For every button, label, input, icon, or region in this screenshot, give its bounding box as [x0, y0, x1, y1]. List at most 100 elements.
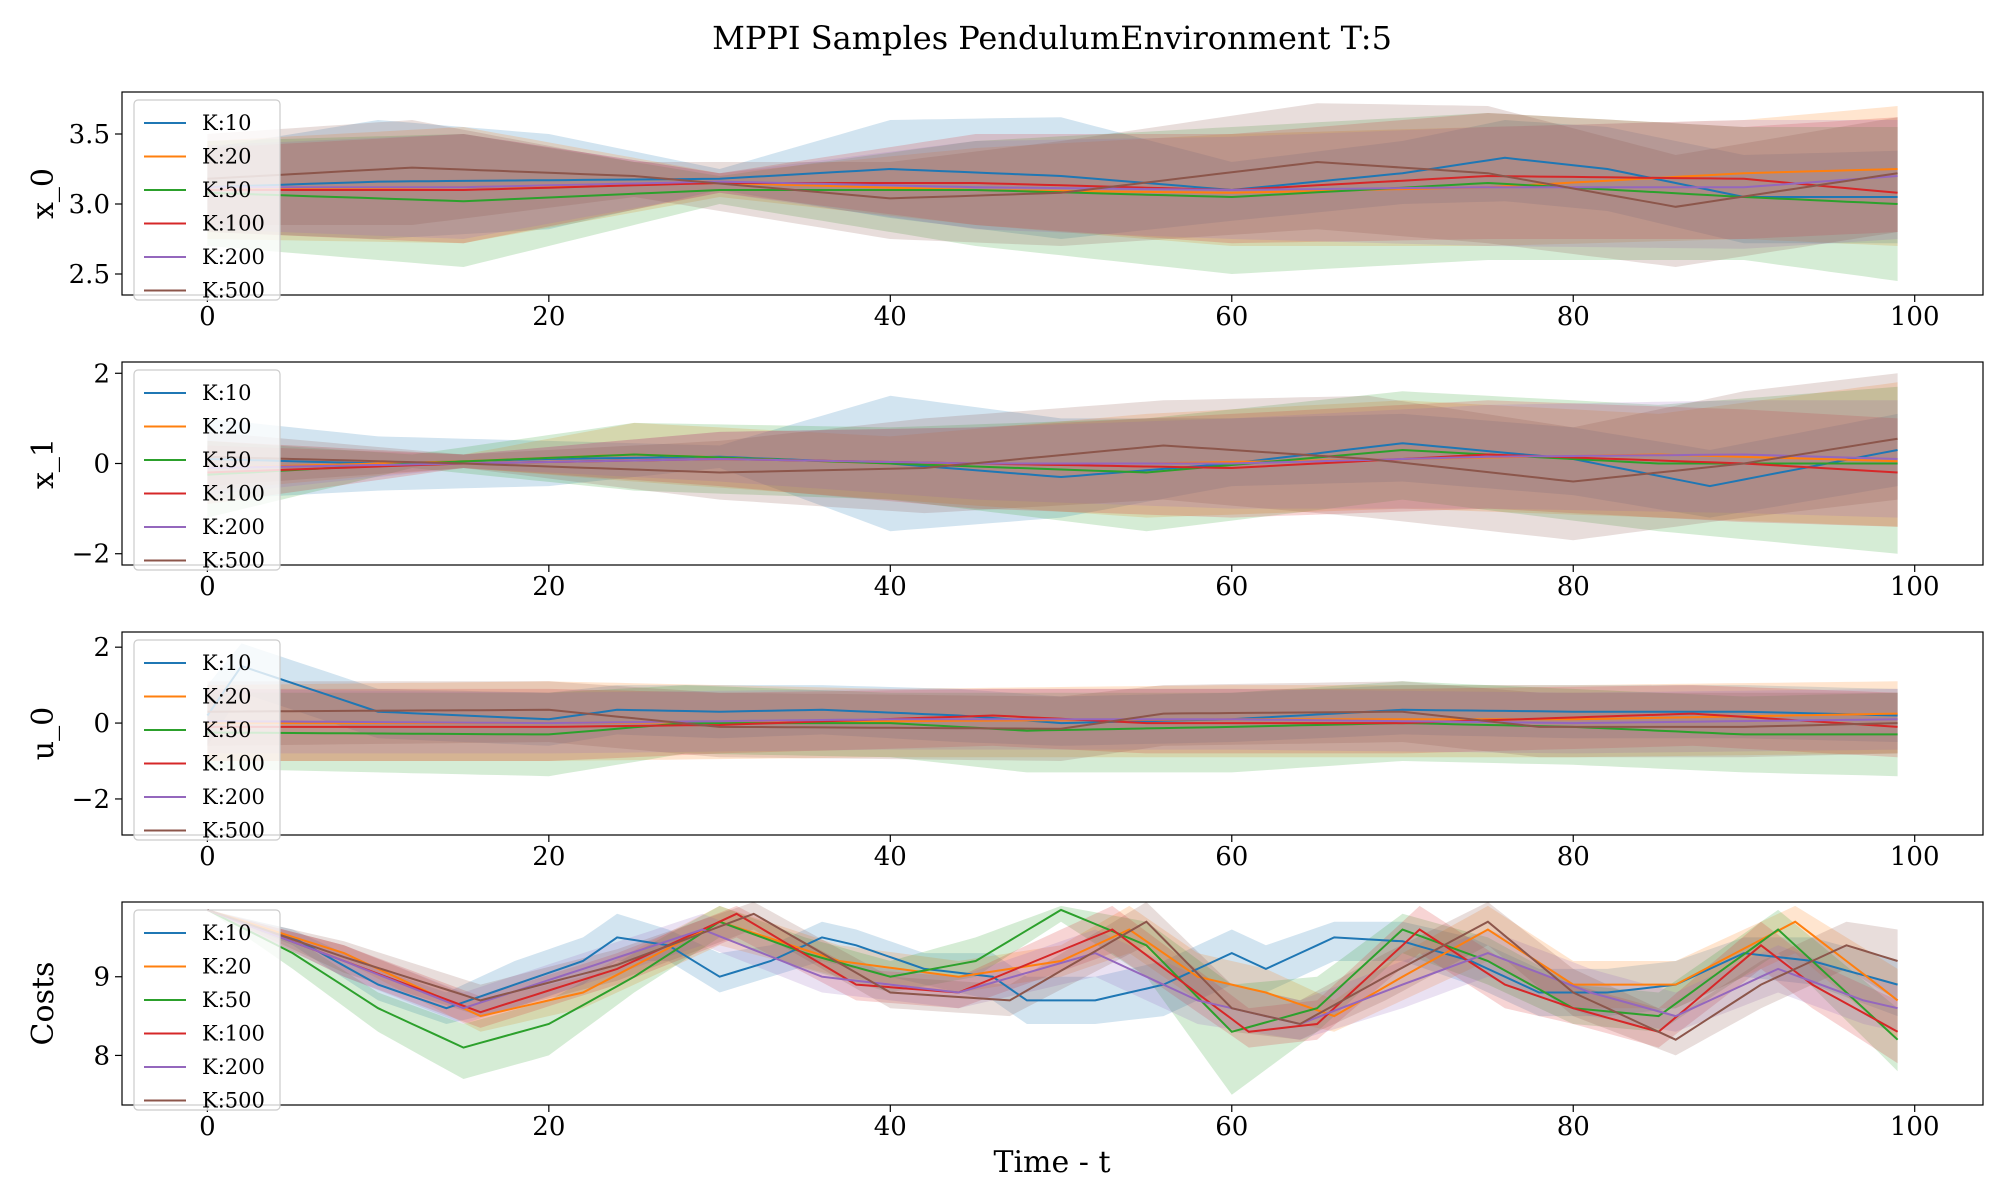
band-k-20 — [207, 905, 1898, 1040]
legend-label: K:20 — [202, 145, 252, 169]
x-tick-label: 40 — [874, 302, 907, 332]
legend-label: K:10 — [202, 381, 252, 405]
x-tick-label: 20 — [532, 572, 565, 602]
legend-box — [133, 369, 281, 571]
x-tick-label: 0 — [199, 302, 216, 332]
x-tick-label: 60 — [1215, 1112, 1248, 1142]
legend-label: K:100 — [202, 1022, 265, 1046]
line-k-50 — [207, 448, 1898, 476]
subplot-2: 0 20 40 60 80 100 −2 0 2 u_0 K:10 K:20 K:50 K:100 K:20… — [26, 631, 1984, 872]
x-tick-label: 100 — [1890, 842, 1940, 872]
x-tick-label: 20 — [532, 1112, 565, 1142]
legend-label: K:50 — [202, 718, 252, 742]
band-k-50 — [207, 386, 1898, 554]
line-k-200 — [207, 908, 1898, 1026]
plot-area — [206, 902, 1899, 1095]
legend-box — [133, 909, 281, 1111]
band-k-200 — [207, 400, 1898, 518]
band-k-100 — [207, 113, 1898, 244]
x-tick-label: 20 — [532, 302, 565, 332]
legend-label: K:20 — [202, 415, 252, 439]
line-k-10 — [207, 908, 1898, 1010]
line-k-200 — [207, 453, 1898, 469]
legend-label: K:10 — [202, 111, 252, 135]
legend-label: K:200 — [202, 245, 265, 269]
line-k-500 — [207, 160, 1898, 208]
band-k-10 — [207, 117, 1898, 244]
axes-frame — [121, 901, 1984, 1106]
legend-label: K:200 — [202, 515, 265, 539]
x-tick-label: 20 — [532, 842, 565, 872]
subplot-0: 0 20 40 60 80 1002.53.03.5x_0K:10K:20K:50K:10… — [26, 91, 1984, 332]
legend-label: K:20 — [202, 955, 252, 979]
legend: K:10 K:20 K:50 K:100 K:200 K:500 — [133, 639, 281, 843]
y-axis-label: x_0 — [26, 168, 61, 219]
x-tick-label: 40 — [874, 1112, 907, 1142]
y-axis-label: x_1 — [26, 438, 61, 489]
x-tick-label: 80 — [1557, 1112, 1590, 1142]
x-tick-label: 60 — [1215, 302, 1248, 332]
x-tick-label: 80 — [1557, 302, 1590, 332]
x-axis-label: Time - t — [993, 1145, 1110, 1180]
y-axis-label: Costs — [26, 962, 61, 1046]
legend-label: K:500 — [202, 819, 265, 843]
x-tick-label: 60 — [1215, 842, 1248, 872]
x-tick-label: 60 — [1215, 572, 1248, 602]
line-k-100 — [207, 908, 1899, 1033]
line-k-50 — [207, 722, 1898, 736]
legend-label: K:200 — [202, 1055, 265, 1079]
x-tick-label: 100 — [1890, 1112, 1940, 1142]
legend-label: K:10 — [202, 921, 252, 945]
y-tick-label: −2 — [72, 785, 110, 815]
y-tick-label: 2 — [93, 633, 110, 663]
line-k-10 — [206, 664, 1898, 725]
x-tick-label: 80 — [1557, 572, 1590, 602]
line-k-500 — [207, 908, 1898, 1041]
x-tick-label: 40 — [874, 842, 907, 872]
legend-label: K:500 — [202, 279, 265, 303]
legend-box — [133, 99, 281, 301]
y-tick-label: 8 — [93, 1041, 110, 1071]
line-k-500 — [207, 437, 1898, 483]
plot-area — [206, 643, 1898, 777]
legend-label: K:100 — [202, 482, 265, 506]
line-k-10 — [207, 156, 1898, 198]
x-tick-label: 80 — [1557, 842, 1590, 872]
x-tick-label: 100 — [1890, 572, 1940, 602]
subplots: 0 20 40 60 80 1002.53.03.5x_0K:10K:20K:50K:10… — [26, 91, 1984, 1142]
x-tick-label: 100 — [1890, 302, 1940, 332]
legend-label: K:10 — [202, 651, 252, 675]
y-tick-label: 3.0 — [69, 190, 110, 220]
band-k-500 — [207, 902, 1898, 1056]
y-tick-label: 9 — [93, 963, 110, 993]
subplot-3: 0 20 40 60 80 100 8 9 Costs K:10 K:20 K:50 K:100 K:20… — [26, 901, 1984, 1142]
axes-frame — [121, 91, 1984, 296]
line-k-200 — [207, 175, 1898, 192]
line-k-500 — [207, 708, 1898, 730]
x-tick-label: 0 — [199, 842, 216, 872]
x-tick-label: 0 — [199, 572, 216, 602]
legend: K:10 K:20 K:50 K:100 K:200 K:500 — [133, 369, 281, 573]
subplot-1: 0 20 40 60 80 100 −2 0 2 x_1 K:10 K:20 K:50 K:100 K:20… — [26, 359, 1984, 602]
band-k-50 — [207, 905, 1898, 1095]
legend-box — [133, 639, 281, 841]
legend-label: K:100 — [202, 752, 265, 776]
legend-label: K:500 — [202, 549, 265, 573]
band-k-50 — [207, 113, 1898, 281]
legend-label: K:500 — [202, 1089, 265, 1113]
band-k-20 — [207, 382, 1898, 527]
legend-label: K:100 — [202, 212, 265, 236]
x-tick-label: 40 — [874, 572, 907, 602]
band-k-100 — [207, 905, 1898, 1064]
legend: K:10 K:20 K:50 K:100 K:200 K:500 — [133, 909, 281, 1113]
legend-label: K:50 — [202, 178, 252, 202]
x-tick-label: 0 — [199, 1112, 216, 1142]
y-axis-label: u_0 — [26, 707, 61, 760]
legend: K:10 K:20 K:50 K:100 K:200 K:500 — [133, 99, 281, 303]
y-tick-label: 0 — [93, 709, 110, 739]
line-k-20 — [207, 908, 1899, 1018]
y-tick-label: 3.5 — [69, 120, 110, 150]
figure-title: MPPI Samples PendulumEnvironment T:5 — [712, 19, 1392, 57]
y-tick-label: 0 — [93, 450, 110, 480]
